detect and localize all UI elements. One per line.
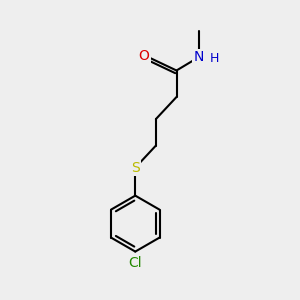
Text: O: O — [139, 49, 149, 63]
Text: S: S — [131, 161, 140, 175]
Text: H: H — [210, 52, 220, 65]
Text: N: N — [194, 50, 204, 64]
Text: Cl: Cl — [128, 256, 142, 270]
